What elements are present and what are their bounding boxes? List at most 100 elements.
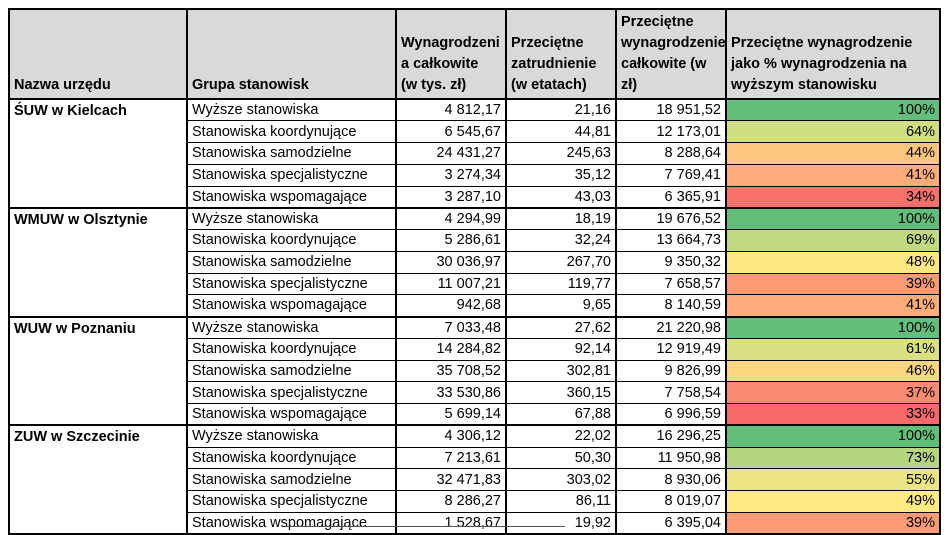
avg-salary-cell[interactable]: 8 288,64 <box>615 142 726 165</box>
avg-employment-cell[interactable]: 360,15 <box>505 381 616 404</box>
pct-of-higher-cell[interactable]: 34% <box>725 185 940 208</box>
pct-of-higher-cell[interactable]: 37% <box>725 381 940 404</box>
column-header-avg[interactable]: Przeciętne wynagrodzenie całkowite (w zł… <box>615 9 726 100</box>
avg-salary-cell[interactable]: 7 769,41 <box>615 163 726 186</box>
avg-employment-cell[interactable]: 44,81 <box>505 120 616 143</box>
total-salaries-cell[interactable]: 3 274,34 <box>395 163 506 186</box>
avg-employment-cell[interactable]: 35,12 <box>505 163 616 186</box>
avg-salary-cell[interactable]: 12 919,49 <box>615 337 726 360</box>
total-salaries-cell[interactable]: 24 431,27 <box>395 142 506 165</box>
pct-of-higher-cell[interactable]: 48% <box>725 250 940 273</box>
position-group-cell[interactable]: Stanowiska specjalistyczne <box>186 163 396 186</box>
total-salaries-cell[interactable]: 942,68 <box>395 294 506 317</box>
avg-employment-cell[interactable]: 19,92 <box>505 511 616 534</box>
avg-salary-cell[interactable]: 6 365,91 <box>615 185 726 208</box>
total-salaries-cell[interactable]: 8 286,27 <box>395 490 506 513</box>
avg-salary-cell[interactable]: 9 350,32 <box>615 250 726 273</box>
position-group-cell[interactable]: Wyższe stanowiska <box>186 315 396 339</box>
total-salaries-cell[interactable]: 35 708,52 <box>395 359 506 382</box>
avg-employment-cell[interactable]: 86,11 <box>505 490 616 513</box>
position-group-cell[interactable]: Stanowiska wspomagające <box>186 185 396 208</box>
position-group-cell[interactable]: Stanowiska koordynujące <box>186 120 396 143</box>
avg-employment-cell[interactable]: 67,88 <box>505 403 616 426</box>
avg-salary-cell[interactable]: 18 951,52 <box>615 98 726 121</box>
avg-employment-cell[interactable]: 50,30 <box>505 446 616 469</box>
position-group-cell[interactable]: Stanowiska samodzielne <box>186 142 396 165</box>
avg-salary-cell[interactable]: 7 758,54 <box>615 381 726 404</box>
total-salaries-cell[interactable]: 6 545,67 <box>395 120 506 143</box>
avg-salary-cell[interactable]: 8 140,59 <box>615 294 726 317</box>
total-salaries-cell[interactable]: 14 284,82 <box>395 337 506 360</box>
avg-employment-cell[interactable]: 245,63 <box>505 142 616 165</box>
total-salaries-cell[interactable]: 32 471,83 <box>395 468 506 491</box>
pct-of-higher-cell[interactable]: 64% <box>725 120 940 143</box>
position-group-cell[interactable]: Stanowiska specjalistyczne <box>186 272 396 295</box>
avg-salary-cell[interactable]: 21 220,98 <box>615 315 726 339</box>
column-header-group[interactable]: Grupa stanowisk <box>186 9 396 100</box>
avg-salary-cell[interactable]: 11 950,98 <box>615 446 726 469</box>
pct-of-higher-cell[interactable]: 39% <box>725 511 940 534</box>
pct-of-higher-cell[interactable]: 46% <box>725 359 940 382</box>
total-salaries-cell[interactable]: 33 530,86 <box>395 381 506 404</box>
office-name-cell[interactable]: ZUW w Szczecinie <box>8 424 187 534</box>
total-salaries-cell[interactable]: 7 213,61 <box>395 446 506 469</box>
total-salaries-cell[interactable]: 4 306,12 <box>395 424 506 447</box>
total-salaries-cell[interactable]: 4 812,17 <box>395 98 506 121</box>
position-group-cell[interactable]: Stanowiska specjalistyczne <box>186 490 396 513</box>
pct-of-higher-cell[interactable]: 41% <box>725 163 940 186</box>
pct-of-higher-cell[interactable]: 100% <box>725 315 940 339</box>
avg-salary-cell[interactable]: 6 395,04 <box>615 511 726 534</box>
position-group-cell[interactable]: Stanowiska samodzielne <box>186 250 396 273</box>
total-salaries-cell[interactable]: 30 036,97 <box>395 250 506 273</box>
pct-of-higher-cell[interactable]: 100% <box>725 206 940 230</box>
pct-of-higher-cell[interactable]: 44% <box>725 142 940 165</box>
avg-salary-cell[interactable]: 9 826,99 <box>615 359 726 382</box>
position-group-cell[interactable]: Stanowiska specjalistyczne <box>186 381 396 404</box>
avg-salary-cell[interactable]: 8 930,06 <box>615 468 726 491</box>
pct-of-higher-cell[interactable]: 61% <box>725 337 940 360</box>
total-salaries-cell[interactable]: 11 007,21 <box>395 272 506 295</box>
pct-of-higher-cell[interactable]: 41% <box>725 294 940 317</box>
position-group-cell[interactable]: Stanowiska samodzielne <box>186 468 396 491</box>
avg-salary-cell[interactable]: 8 019,07 <box>615 490 726 513</box>
avg-employment-cell[interactable]: 92,14 <box>505 337 616 360</box>
total-salaries-cell[interactable]: 4 294,99 <box>395 206 506 230</box>
avg-employment-cell[interactable]: 18,19 <box>505 206 616 230</box>
avg-salary-cell[interactable]: 19 676,52 <box>615 206 726 230</box>
column-header-pct[interactable]: Przeciętne wynagrodzenie jako % wynagrod… <box>725 9 940 100</box>
pct-of-higher-cell[interactable]: 100% <box>725 424 940 447</box>
total-salaries-cell[interactable]: 5 699,14 <box>395 403 506 426</box>
avg-salary-cell[interactable]: 13 664,73 <box>615 229 726 252</box>
avg-employment-cell[interactable]: 9,65 <box>505 294 616 317</box>
position-group-cell[interactable]: Stanowiska koordynujące <box>186 446 396 469</box>
position-group-cell[interactable]: Stanowiska samodzielne <box>186 359 396 382</box>
avg-employment-cell[interactable]: 43,03 <box>505 185 616 208</box>
pct-of-higher-cell[interactable]: 49% <box>725 490 940 513</box>
avg-employment-cell[interactable]: 303,02 <box>505 468 616 491</box>
office-name-cell[interactable]: WUW w Poznaniu <box>8 315 187 426</box>
position-group-cell[interactable]: Stanowiska wspomagające <box>186 294 396 317</box>
position-group-cell[interactable]: Wyższe stanowiska <box>186 424 396 447</box>
avg-employment-cell[interactable]: 22,02 <box>505 424 616 447</box>
pct-of-higher-cell[interactable]: 100% <box>725 98 940 121</box>
total-salaries-cell[interactable]: 3 287,10 <box>395 185 506 208</box>
avg-employment-cell[interactable]: 267,70 <box>505 250 616 273</box>
avg-salary-cell[interactable]: 16 296,25 <box>615 424 726 447</box>
avg-employment-cell[interactable]: 21,16 <box>505 98 616 121</box>
pct-of-higher-cell[interactable]: 73% <box>725 446 940 469</box>
position-group-cell[interactable]: Stanowiska wspomagające <box>186 403 396 426</box>
avg-employment-cell[interactable]: 27,62 <box>505 315 616 339</box>
avg-employment-cell[interactable]: 119,77 <box>505 272 616 295</box>
avg-salary-cell[interactable]: 12 173,01 <box>615 120 726 143</box>
position-group-cell[interactable]: Stanowiska koordynujące <box>186 229 396 252</box>
column-header-total[interactable]: Wynagrodzeni a całkowite (w tys. zł) <box>395 9 506 100</box>
column-header-office[interactable]: Nazwa urzędu <box>8 9 187 100</box>
total-salaries-cell[interactable]: 1 528,67 <box>395 511 506 534</box>
position-group-cell[interactable]: Stanowiska wspomagające <box>186 511 396 534</box>
position-group-cell[interactable]: Wyższe stanowiska <box>186 206 396 230</box>
pct-of-higher-cell[interactable]: 39% <box>725 272 940 295</box>
pct-of-higher-cell[interactable]: 69% <box>725 229 940 252</box>
pct-of-higher-cell[interactable]: 55% <box>725 468 940 491</box>
office-name-cell[interactable]: WMUW w Olsztynie <box>8 206 187 317</box>
avg-salary-cell[interactable]: 6 996,59 <box>615 403 726 426</box>
